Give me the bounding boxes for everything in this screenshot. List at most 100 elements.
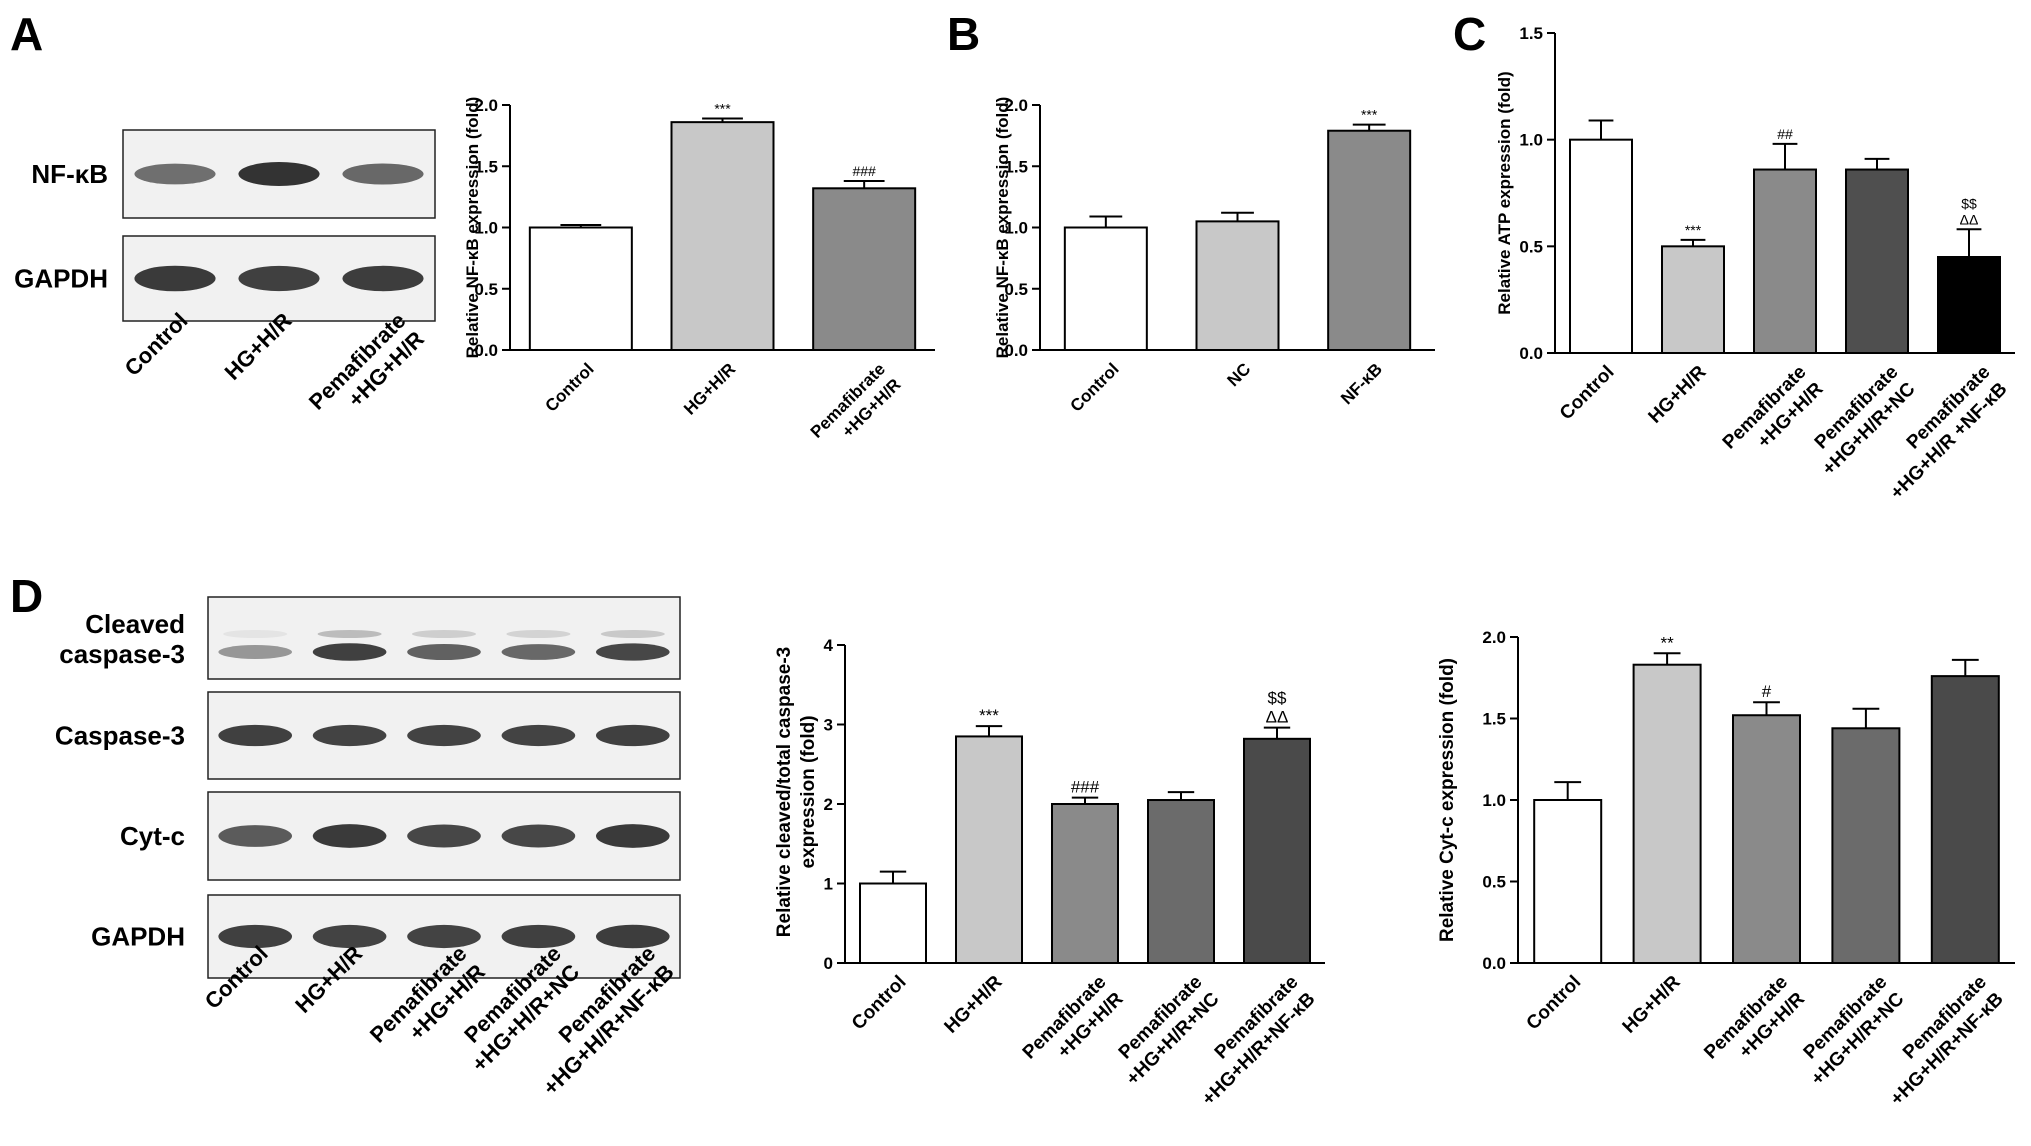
x-tick-label: Pemafibrate+HG+H/R <box>807 359 905 457</box>
blot-band <box>595 643 670 661</box>
y-tick-label: 1.0 <box>474 219 498 238</box>
bar <box>1243 737 1311 964</box>
y-tick-label: 1.0 <box>1519 131 1543 150</box>
x-tick-label: Pemafibrate+HG+H/R+NF-κB <box>1181 972 1319 1110</box>
chart-4: 0.0 0.5 1.0 1.5 2.0 Relative Cyt-c expression… <box>1437 628 2015 1110</box>
blot-band <box>407 824 481 848</box>
bar <box>1845 168 1909 354</box>
x-tick-label: Control <box>1556 362 1619 425</box>
blot-band <box>312 643 387 661</box>
blot-band <box>407 643 481 661</box>
chart-3: 0 1 2 3 4 Relative cleaved/total caspase-3 exp… <box>774 636 1325 1110</box>
blot-band-faint <box>317 630 382 638</box>
bar <box>1632 663 1702 965</box>
y-tick-label: 0.0 <box>1004 341 1028 360</box>
y-axis-title: Relative NF-κB expression (fold) <box>463 97 482 359</box>
significance-label: $$ ΔΔ <box>1266 689 1289 727</box>
y-tick-label: 1.5 <box>1482 710 1506 729</box>
x-tick-label: Control <box>848 972 911 1035</box>
y-tick-label: 0.5 <box>474 280 498 299</box>
bar <box>1831 727 1901 965</box>
blot-band <box>501 824 576 848</box>
y-tick-label: 1.0 <box>1482 791 1506 810</box>
blot-band-faint <box>600 630 665 638</box>
significance-label: ### <box>852 163 876 179</box>
y-tick-label: 2.0 <box>474 96 498 115</box>
blot-row-label: Cyt-c <box>120 821 185 851</box>
panel-label-b: B <box>947 8 980 60</box>
blot-band <box>595 824 670 848</box>
bar <box>1661 245 1725 354</box>
bar <box>812 187 917 351</box>
blot-band <box>238 265 320 292</box>
panel-label-c: C <box>1453 8 1486 60</box>
blot-panel-d: Cleaved caspase-3Caspase-3Cyt-cGAPDHContr… <box>55 596 681 1100</box>
x-tick-label: Pemafibrate+HG+H/R+NC <box>1105 971 1223 1089</box>
blot-band <box>595 924 670 949</box>
y-tick-label: 0.0 <box>1519 344 1543 363</box>
x-tick-label: HG+H/R <box>1645 361 1711 427</box>
x-tick-label: Pemafibrate+HG+H/R+NC <box>1801 361 1919 479</box>
bar <box>1147 799 1215 965</box>
blot-band <box>342 163 424 185</box>
x-tick-label: Control <box>541 359 597 415</box>
significance-label: ## <box>1777 126 1793 142</box>
y-axis-title: Relative Cyt-c expression (fold) <box>1437 658 1458 942</box>
y-tick-label: 0.0 <box>1482 954 1506 973</box>
significance-label: ** <box>1660 633 1674 652</box>
y-axis-title: Relative ATP expression (fold) <box>1495 71 1514 314</box>
blot-band <box>134 265 216 292</box>
blot-band <box>312 824 387 848</box>
y-tick-label: 1.5 <box>474 157 498 176</box>
blot-band <box>312 924 387 949</box>
significance-label: ### <box>1071 778 1100 797</box>
blot-band <box>218 825 293 847</box>
blot-band <box>312 724 387 747</box>
bar <box>1051 803 1119 964</box>
blot-band <box>407 724 481 747</box>
y-tick-label: 1.0 <box>1004 219 1028 238</box>
bar <box>1569 138 1633 354</box>
blot-strip <box>207 596 681 680</box>
y-tick-label: 1.5 <box>1004 157 1028 176</box>
x-tick-label: Pemafibrate+HG+H/R+NC <box>1790 971 1908 1089</box>
x-tick-label: Pemafibrate+HG+H/R <box>1019 971 1128 1080</box>
blot-row-label: NF-κB <box>31 159 108 189</box>
y-tick-label: 2 <box>824 795 833 814</box>
bar <box>528 226 633 351</box>
bar <box>1930 675 2000 964</box>
x-tick-label: Control <box>1066 359 1122 415</box>
blot-band-faint <box>223 630 288 638</box>
y-tick-label: 0.5 <box>1519 237 1543 256</box>
significance-label: *** <box>1361 107 1378 123</box>
blot-band <box>407 924 481 949</box>
chart-2: 0.0 0.5 1.0 1.5 Relative ATP expression (fol… <box>1495 24 2015 504</box>
bar <box>670 121 775 352</box>
blot-band <box>218 924 293 949</box>
blot-band <box>134 163 216 185</box>
blot-lane-label: Pemafibrate+HG+H/R <box>304 308 429 433</box>
blot-band-faint <box>411 630 477 638</box>
blot-band <box>501 724 576 747</box>
significance-label: *** <box>1685 222 1702 238</box>
x-tick-label: HG+H/R <box>680 359 739 418</box>
panel-label-a: A <box>10 8 43 60</box>
blot-band <box>218 724 293 747</box>
y-tick-label: 0.0 <box>474 341 498 360</box>
y-tick-label: 1 <box>824 875 833 894</box>
x-tick-label: NF-κB <box>1337 359 1386 408</box>
x-tick-label: Pemafibrate+HG+H/R <box>1719 361 1828 470</box>
x-tick-label: HG+H/R <box>941 971 1007 1037</box>
bar <box>1195 220 1280 351</box>
blot-band <box>595 724 670 747</box>
bar <box>1533 799 1603 964</box>
significance-label: *** <box>714 100 731 116</box>
blot-band-faint <box>506 630 571 638</box>
bar <box>859 882 927 964</box>
blot-band <box>501 924 576 949</box>
significance-label: *** <box>979 706 999 725</box>
